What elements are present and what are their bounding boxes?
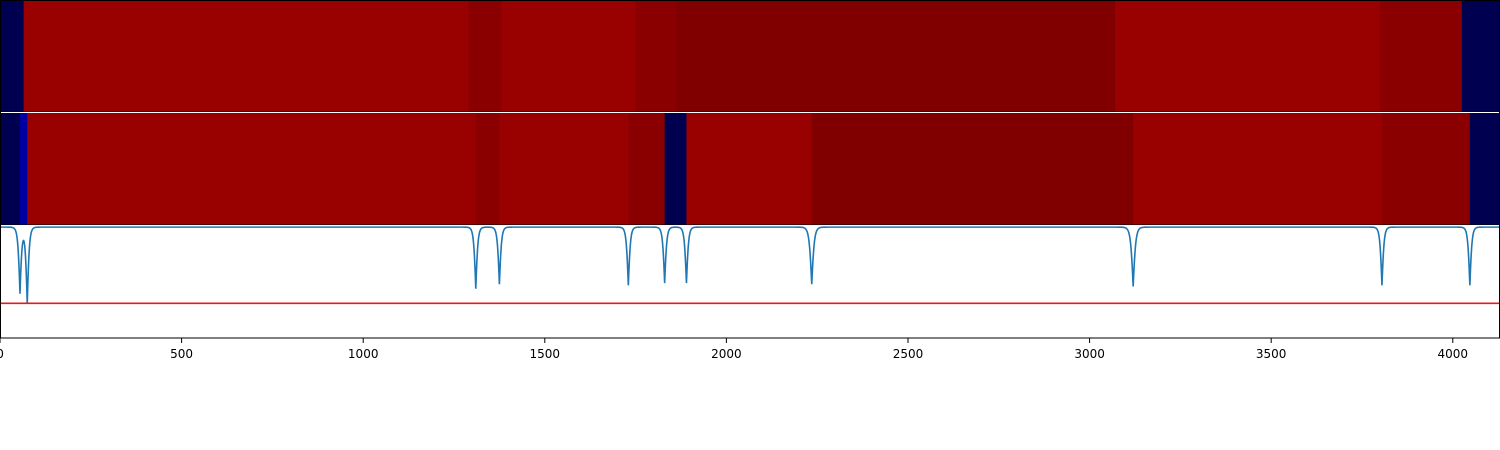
- heatmap-1-segment-0: [0, 1, 25, 112]
- x-axis: 0 500 1000 1500 2000 2500 3000 3500 4000: [0, 338, 1468, 361]
- heatmap-2-segment-3: [475, 113, 500, 225]
- heatmap-2-segment-8: [811, 113, 1134, 225]
- x-tick-label-1500: 1500: [530, 347, 561, 361]
- heatmap-1-segment-3: [501, 1, 637, 112]
- heatmap-1-segment-7: [1380, 1, 1463, 112]
- x-tick-label-2500: 2500: [893, 347, 924, 361]
- heatmap-2-segment-6: [664, 113, 687, 225]
- heatmap-1-segment-8: [1461, 1, 1500, 112]
- heatmap-2-segment-4: [499, 113, 629, 225]
- x-tick-label-4000: 4000: [1438, 347, 1469, 361]
- heatmap-2-segment-5: [628, 113, 666, 225]
- heatmap-panel-2: [0, 113, 1500, 225]
- heatmap-1-segment-2: [468, 1, 502, 112]
- line-panel: [0, 226, 1500, 338]
- x-tick-label-3500: 3500: [1256, 347, 1287, 361]
- heatmap-1-segment-5: [675, 1, 1116, 112]
- heatmap-1-segment-1: [23, 1, 470, 112]
- line-panel-background: [0, 226, 1500, 338]
- line-plot: [0, 226, 1500, 305]
- x-tick-label-1000: 1000: [348, 347, 379, 361]
- data-series-line: [0, 226, 1500, 304]
- heatmap-2-segment-2: [27, 113, 477, 225]
- heatmap-2-segment-1: [19, 113, 28, 225]
- x-tick-label-0: 0: [0, 347, 4, 361]
- heatmap-1-segment-6: [1115, 1, 1381, 112]
- heatmap-1-segment-4: [635, 1, 677, 112]
- x-tick-label-3000: 3000: [1074, 347, 1105, 361]
- heatmap-panel-1: [0, 1, 1500, 112]
- x-tick-label-500: 500: [170, 347, 193, 361]
- heatmap-2-segment-7: [686, 113, 813, 225]
- heatmap-2-segment-11: [1469, 113, 1500, 225]
- heatmap-2-segment-0: [0, 113, 21, 225]
- heatmap-2-segment-10: [1381, 113, 1471, 225]
- x-tick-label-2000: 2000: [711, 347, 742, 361]
- heatmap-2-segment-9: [1133, 113, 1383, 225]
